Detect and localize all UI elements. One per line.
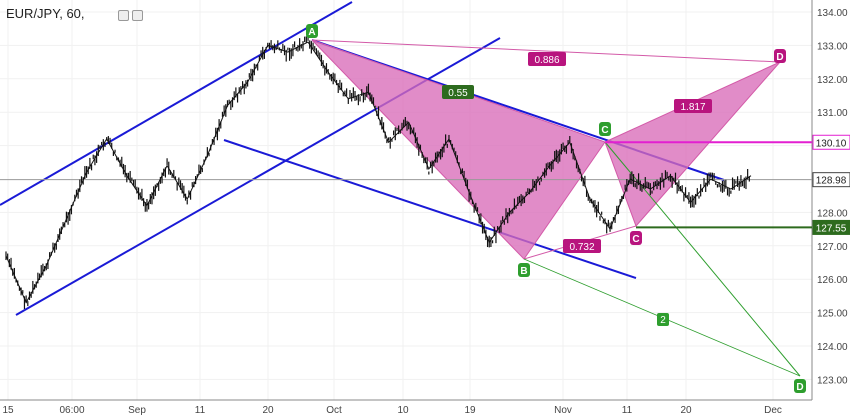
- ratio-label-cd: 1.817: [680, 102, 705, 113]
- y-tick-label: 127.00: [817, 242, 848, 253]
- point-label-c-upper: C: [601, 125, 608, 136]
- x-axis-panel: [0, 401, 812, 417]
- y-tick-label: 123.00: [817, 375, 848, 386]
- point-label-c-lower: C: [632, 234, 639, 245]
- title-icons: [118, 8, 146, 26]
- channel-upper-line: [0, 1, 353, 206]
- point-label-d-upper: D: [776, 52, 783, 63]
- settings-icon[interactable]: [132, 10, 143, 21]
- point-label-c-lower-box: [630, 231, 642, 245]
- point-label-d-lower: D: [796, 382, 803, 393]
- downtrend-lower-line: [223, 139, 637, 279]
- projection-cd-line: [604, 141, 801, 377]
- x-tick-label: Dec: [764, 405, 782, 416]
- x-tick-label: 20: [680, 405, 692, 416]
- ratio-label-xb: 0.55: [448, 88, 468, 99]
- x-tick-label: Nov: [554, 405, 572, 416]
- y-tick-label: 134.00: [817, 8, 848, 19]
- x-tick-label: 11: [622, 405, 633, 416]
- x-tick-label: 10: [397, 405, 409, 416]
- projection-label: 2: [660, 315, 666, 326]
- point-label-a: A: [308, 27, 315, 38]
- y-axis-panel: [813, 0, 850, 417]
- price-path: [5, 41, 752, 304]
- ratio-label-bc: 0.732: [569, 242, 594, 253]
- y-tick-label: 132.00: [817, 75, 848, 86]
- x-tick-label: 20: [262, 405, 274, 416]
- pattern-ad-line: [311, 39, 781, 63]
- x-tick-label: 19: [464, 405, 476, 416]
- price-line-label-box: [812, 219, 850, 235]
- point-label-b: B: [520, 266, 527, 277]
- point-label-d-lower-box: [794, 379, 806, 393]
- x-tick-label: 15: [2, 405, 14, 416]
- y-tick-label: 126.00: [817, 275, 848, 286]
- ratio-label-xb-box: [442, 85, 474, 99]
- y-tick-label: 124.00: [817, 342, 848, 353]
- ratio-label-ad-box: [528, 52, 566, 66]
- eye-icon[interactable]: [118, 10, 129, 21]
- point-label-a-box: [306, 24, 318, 38]
- projection-label-box: [657, 313, 669, 326]
- price-line-label: 130.10: [816, 138, 847, 149]
- price-line-label-box: [812, 172, 850, 188]
- ratio-label-cd-box: [674, 99, 712, 113]
- price-line-label: 127.55: [816, 223, 847, 234]
- symbol-title: EUR/JPY, 60,: [6, 6, 85, 21]
- y-tick-label: 131.00: [817, 108, 848, 119]
- y-tick-label: 133.00: [817, 41, 848, 52]
- price-line-label-box: [812, 134, 850, 150]
- price-line-label: 128.98: [816, 176, 847, 187]
- point-label-b-box: [518, 263, 530, 277]
- x-tick-label: Oct: [326, 405, 342, 416]
- y-tick-label: 128.00: [817, 208, 848, 219]
- y-tick-label: 125.00: [817, 309, 848, 320]
- x-tick-label: 11: [195, 405, 206, 416]
- point-label-c-upper-box: [599, 122, 611, 136]
- point-label-d-upper-box: [774, 49, 786, 63]
- ratio-label-ad: 0.886: [534, 55, 559, 66]
- x-tick-label: 06:00: [59, 405, 84, 416]
- x-tick-label: Sep: [128, 405, 146, 416]
- ratio-label-bc-box: [563, 239, 601, 253]
